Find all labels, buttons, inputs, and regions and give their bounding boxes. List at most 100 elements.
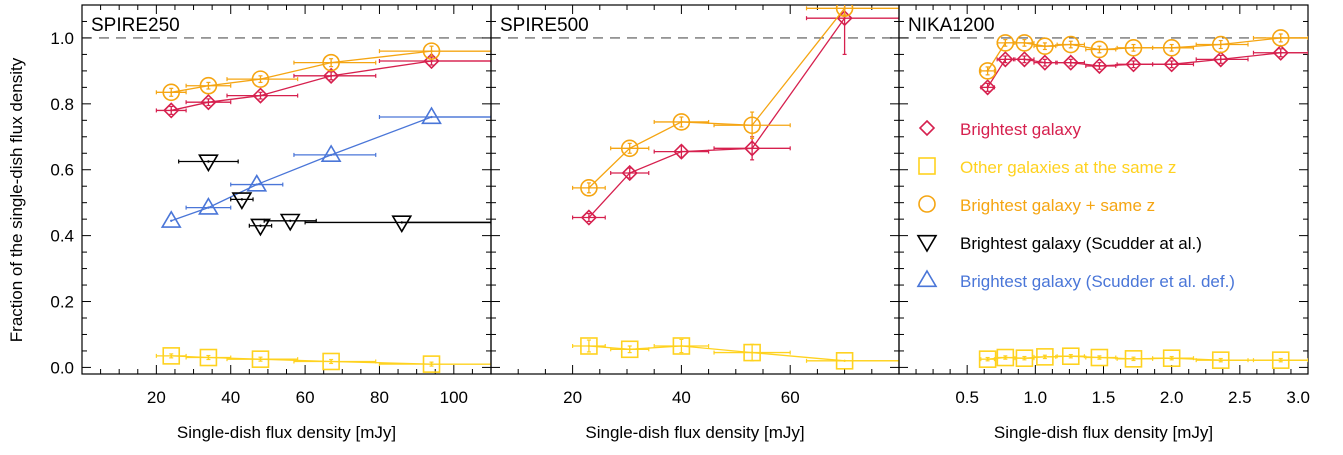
series-layer xyxy=(978,29,1308,369)
data-point-marker xyxy=(1163,56,1180,73)
data-point-marker xyxy=(246,173,268,192)
data-point-center xyxy=(1004,58,1007,61)
series-diamond xyxy=(571,5,899,226)
data-point-marker xyxy=(199,76,218,95)
data-point-center xyxy=(170,91,173,94)
plot-layer: 0.0 0.2 0.4 0.6 0.8 1.0 20 40 60 80 100 SPIRE250 Sin… xyxy=(50,4,1310,442)
y-tick-label: 0.8 xyxy=(50,95,74,114)
data-point-marker xyxy=(1061,347,1080,366)
data-point-center xyxy=(1170,356,1173,360)
x-tick-label: 1.5 xyxy=(1092,388,1116,407)
data-point-center xyxy=(628,171,631,175)
data-point-marker xyxy=(1036,348,1054,366)
data-point-center xyxy=(329,61,333,64)
legend-label: Other galaxies at the same z xyxy=(960,158,1176,177)
data-point-center xyxy=(750,124,754,127)
data-point-center xyxy=(170,109,173,112)
series-tri-down xyxy=(178,154,491,237)
data-point-center xyxy=(1219,43,1222,46)
x-tick-label: 80 xyxy=(370,388,389,407)
series-tri-up xyxy=(160,106,491,228)
data-point-center xyxy=(1279,358,1282,362)
data-point-center xyxy=(587,344,591,348)
data-point-marker xyxy=(322,67,340,84)
legend-marker xyxy=(916,234,938,253)
data-point-center xyxy=(1098,48,1101,51)
legend-label: Brightest galaxy xyxy=(960,120,1081,139)
data-point-center xyxy=(843,16,846,20)
x-tick-label: 20 xyxy=(147,388,166,407)
legend-label: Brightest galaxy (Scudder et al. def.) xyxy=(960,272,1235,291)
x-tick-label: 60 xyxy=(296,388,315,407)
data-point-marker xyxy=(198,197,219,215)
data-point-marker xyxy=(421,106,442,125)
data-point-marker xyxy=(279,213,301,232)
x-tick-label: 40 xyxy=(672,388,691,407)
data-point-center xyxy=(587,186,591,190)
data-point-marker xyxy=(580,209,598,226)
data-point-center xyxy=(986,69,989,73)
data-point-center xyxy=(1279,51,1282,54)
data-point-center xyxy=(1132,46,1135,50)
data-point-center xyxy=(1023,58,1026,61)
data-point-marker xyxy=(1090,40,1109,59)
data-point-marker xyxy=(1061,35,1080,54)
data-point-marker xyxy=(743,140,761,157)
x-tick-label: 100 xyxy=(440,388,468,407)
data-point-marker xyxy=(1036,37,1054,55)
legend-item: Brightest galaxy + same z xyxy=(918,195,1155,215)
data-point-marker xyxy=(835,352,854,370)
data-point-marker xyxy=(1271,29,1290,47)
x-tick-label: 1.0 xyxy=(1024,388,1048,407)
data-point-marker xyxy=(835,5,854,18)
data-point-center xyxy=(1043,355,1047,359)
data-point-marker xyxy=(1124,39,1143,57)
y-tick-label: 0.0 xyxy=(50,358,74,377)
series-square xyxy=(978,347,1308,369)
x-tick-label: 40 xyxy=(221,388,240,407)
data-point-marker xyxy=(231,192,253,210)
data-point-marker xyxy=(621,164,638,182)
data-point-marker xyxy=(1211,351,1230,369)
data-point-center xyxy=(680,120,683,124)
data-point-center xyxy=(329,74,333,78)
data-point-marker xyxy=(391,215,413,234)
series-square xyxy=(155,347,491,373)
data-point-center xyxy=(986,86,989,89)
data-point-marker xyxy=(422,355,441,373)
panel-frame xyxy=(898,4,1309,375)
data-point-marker xyxy=(1036,54,1054,71)
data-point-center xyxy=(259,357,262,361)
data-point-center xyxy=(430,362,433,366)
series-line xyxy=(588,7,846,189)
data-point-marker xyxy=(1212,51,1229,68)
data-point-marker xyxy=(163,102,180,119)
data-point-center xyxy=(1170,46,1173,50)
data-point-center xyxy=(1132,357,1135,361)
data-point-center xyxy=(1098,356,1101,359)
data-point-marker xyxy=(422,42,441,60)
data-point-center xyxy=(329,360,333,363)
data-point-center xyxy=(680,344,683,348)
data-point-center xyxy=(750,147,754,150)
data-point-center xyxy=(207,160,210,163)
legend-marker xyxy=(916,269,938,288)
data-point-center xyxy=(628,348,631,351)
data-point-center xyxy=(750,351,754,354)
panel-frame xyxy=(490,4,900,375)
data-point-marker xyxy=(1271,351,1290,369)
data-point-marker xyxy=(1090,348,1109,367)
data-point-marker xyxy=(978,62,997,80)
data-point-marker xyxy=(200,94,217,111)
data-point-marker xyxy=(322,352,340,371)
data-point-marker xyxy=(251,70,270,88)
x-axis-label: Single-dish flux density [mJy] xyxy=(994,423,1213,442)
data-point-marker xyxy=(423,52,440,70)
data-point-marker xyxy=(1272,44,1289,61)
legend: Brightest galaxy Other galaxies at the sa… xyxy=(916,119,1235,291)
data-point-marker xyxy=(743,116,761,135)
data-point-center xyxy=(587,216,591,219)
data-point-center xyxy=(259,77,262,81)
data-point-center xyxy=(240,198,244,201)
y-tick-label: 1.0 xyxy=(50,29,74,48)
